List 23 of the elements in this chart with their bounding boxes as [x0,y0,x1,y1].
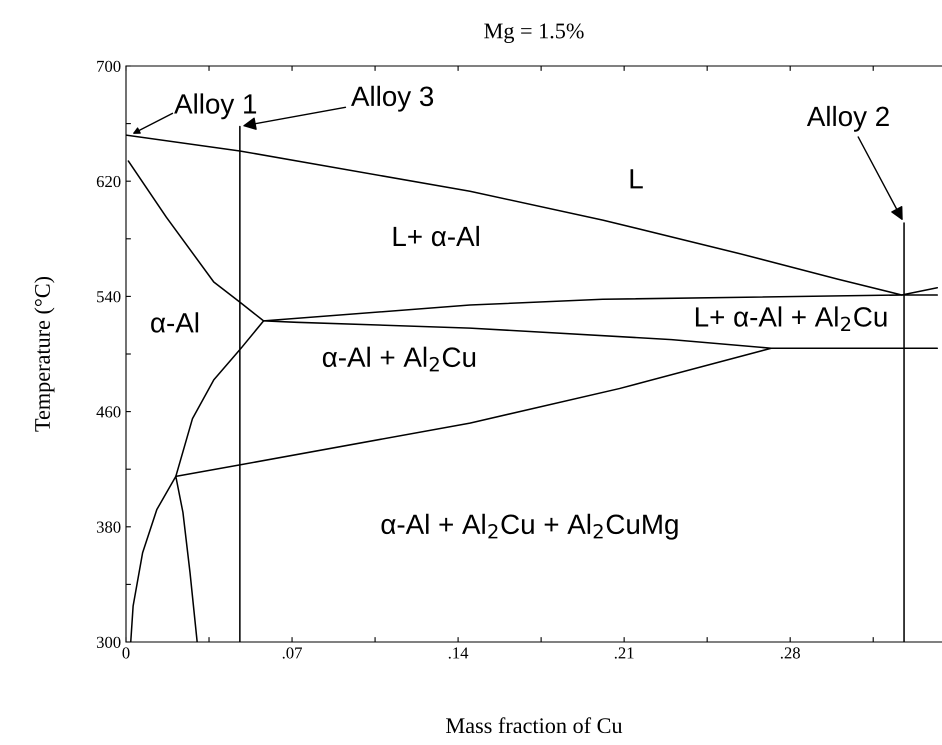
annotation: α-Al [151,312,198,333]
annotation: Alloy 3 [351,86,434,112]
y-axis-title: Temperature (°C) [34,276,54,432]
annotation: L+ α-Al + Al$_{2}$Cu [696,306,886,332]
y-tick-label: 380 [96,522,121,533]
y-tick-label: 620 [96,176,121,188]
y-tick-label: 460 [96,406,121,418]
y-tick-label: 700 [97,60,121,72]
annotation: α-Al + Al$_{2}$Cu [322,346,476,372]
annotation: L+ α-Al [394,226,479,246]
x-tick-label: .07 [282,647,302,659]
x-tick-label: .14 [448,647,468,659]
x-tick-label: .28 [780,647,800,659]
x-tick-label: 0 [122,647,130,659]
chart-title: Mg = 1.5% [484,23,584,44]
x-axis-title: Mass fraction of Cu [446,717,622,734]
annotation: L [630,169,643,188]
annotation: α-Al + Al$_{2}$Cu + Al$_{2}$CuMg [382,514,678,540]
x-tick-label: .21 [614,647,634,659]
y-tick-label: 540 [97,291,121,302]
y-tick-label: 300 [96,636,121,648]
annotation: Alloy 1 [174,93,256,120]
annotation: Alloy 2 [806,106,889,132]
